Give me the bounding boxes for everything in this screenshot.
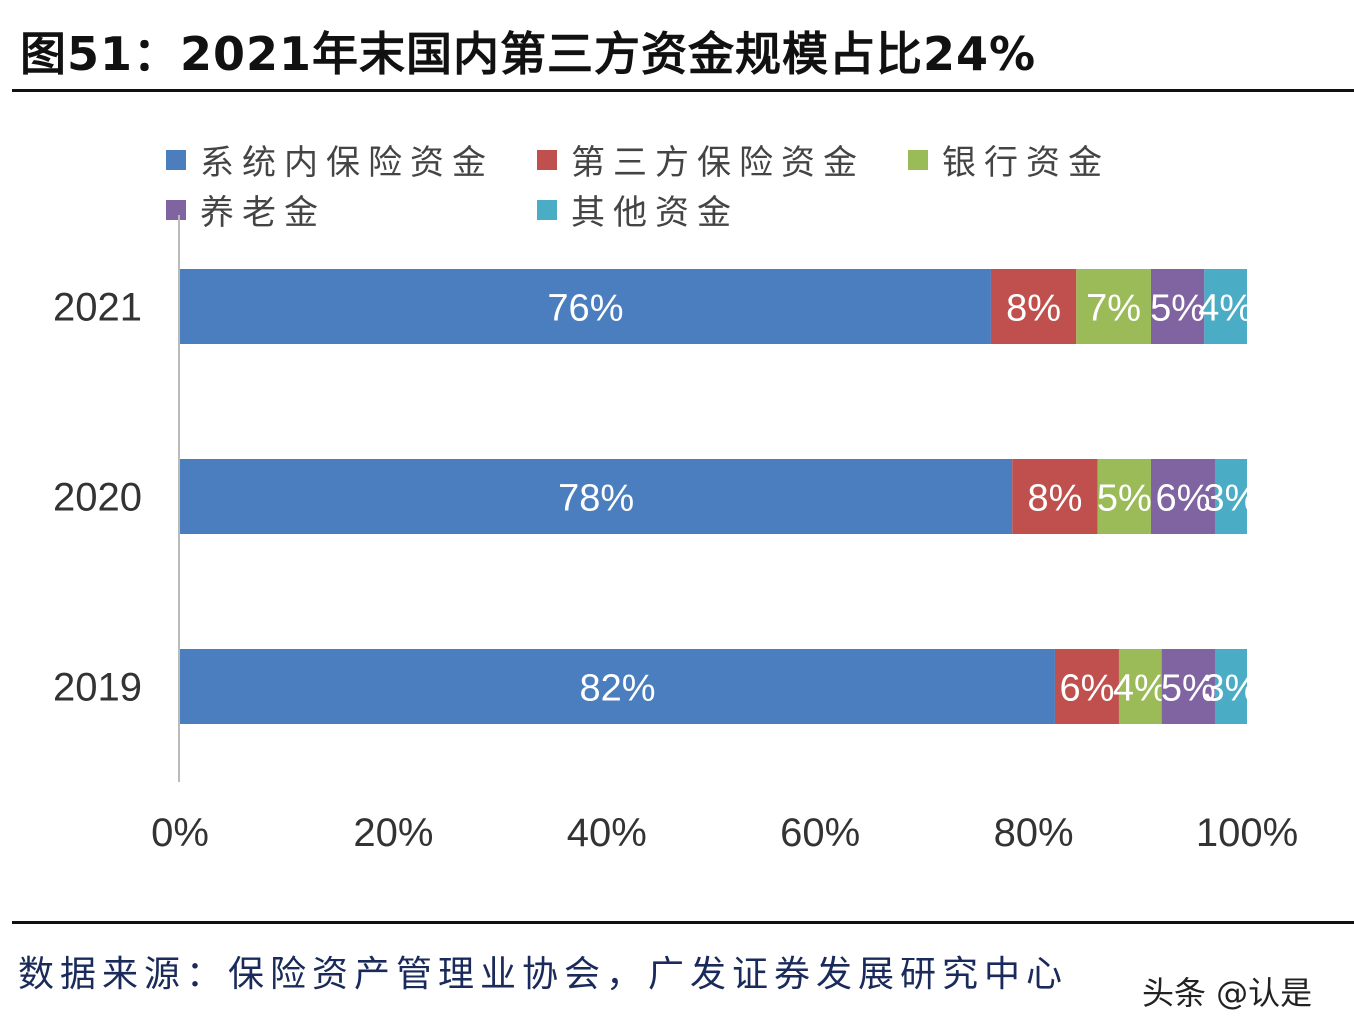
data-label: 5% [1150,288,1205,330]
watermark: 头条 @认是 [1142,974,1313,1012]
top-rule [12,89,1354,92]
x-tick-label: 40% [567,811,647,855]
data-label: 5% [1161,668,1216,710]
legend-item: 银行资金 [908,135,1110,184]
legend-swatch [166,149,186,170]
data-label: 82% [579,668,655,710]
bar-segment [1054,649,1119,724]
data-label: 4% [1198,288,1253,330]
x-tick-label: 60% [780,811,860,855]
legend-label: 养老金 [200,193,326,233]
data-label: 7% [1086,288,1141,330]
legend-label: 系统内保险资金 [200,143,494,183]
legend-swatch [537,199,557,220]
x-tick-label: 20% [353,811,433,855]
bar-segment [1012,459,1098,534]
bottom-rule [12,921,1354,924]
data-label: 6% [1059,668,1114,710]
x-tick-label: 0% [151,811,209,855]
bar-segment [1118,649,1162,724]
legend-swatch [908,149,928,170]
legend-label: 其他资金 [571,193,739,233]
legend-item: 其他资金 [537,185,739,234]
data-label: 4% [1113,668,1168,710]
bar-segment [1161,649,1215,724]
x-tick-label: 100% [1196,811,1298,855]
legend-item: 养老金 [166,185,326,234]
data-label: 76% [547,288,623,330]
bar-segment [1204,269,1247,344]
bar-segment [180,459,1013,534]
y-tick-label: 2019 [53,666,142,710]
bar-segment [1214,459,1247,534]
legend-label: 银行资金 [942,143,1110,183]
x-tick-label: 80% [994,811,1074,855]
data-label: 8% [1027,478,1082,520]
bar-segment [1076,269,1151,344]
legend-swatch [166,199,186,220]
source-note: 数据来源：保险资产管理业协会，广发证券发展研究中心 [18,954,1069,995]
y-tick-label: 2020 [53,476,142,520]
bar-segment [1150,459,1215,534]
y-tick-label: 2021 [53,286,142,330]
bar-segment [990,269,1077,344]
bar-segment [1097,459,1151,534]
data-label: 78% [558,478,634,520]
legend-label: 第三方保险资金 [571,143,865,183]
chart-title: 图51：2021年末国内第三方资金规模占比24% [20,27,1037,81]
legend-item: 第三方保险资金 [537,135,865,184]
data-label: 8% [1006,288,1061,330]
bar-segment [180,269,991,344]
data-label: 3% [1204,668,1259,710]
bar-segment [1150,269,1205,344]
data-label: 5% [1097,478,1152,520]
bar-segment [1214,649,1247,724]
data-label: 6% [1156,478,1211,520]
legend-swatch [537,149,557,170]
data-label: 3% [1204,478,1259,520]
legend-item: 系统内保险资金 [166,135,494,184]
bar-segment [180,649,1055,724]
